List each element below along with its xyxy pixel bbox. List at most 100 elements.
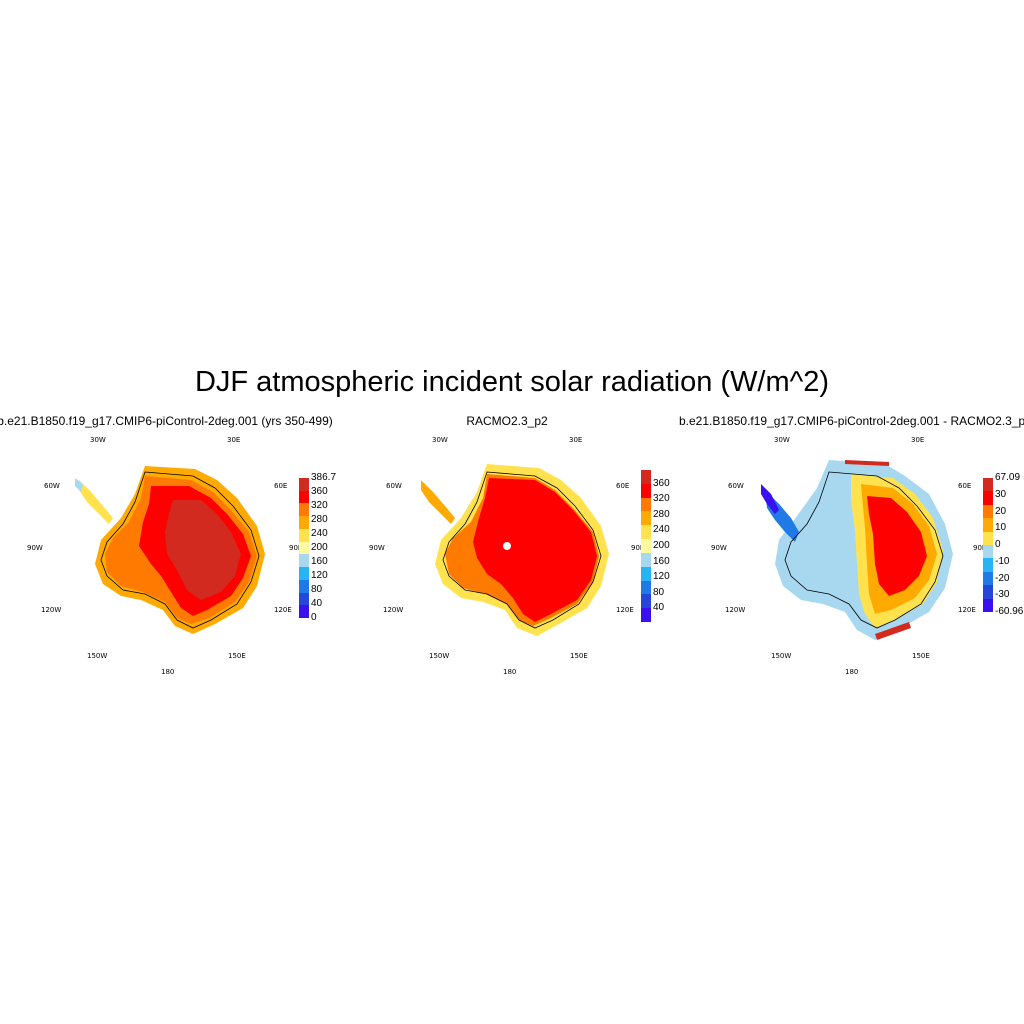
colorbar-segment <box>983 571 993 586</box>
colorbar-label: 320 <box>653 493 670 505</box>
lon-label-150w: 150W <box>429 652 450 660</box>
lon-label-90w: 90W <box>369 544 385 552</box>
panel-title: b.e21.B1850.f19_g17.CMIP6-piControl-2deg… <box>679 414 1024 428</box>
colorbar-label: 320 <box>311 500 328 511</box>
colorbar-label: 80 <box>653 586 665 598</box>
colorbar-segment <box>299 567 309 581</box>
colorbar-label: -10 <box>995 555 1010 567</box>
colorbar <box>641 470 651 623</box>
lon-label-150e: 150E <box>912 652 930 660</box>
colorbar-label: -60.96 <box>995 606 1024 617</box>
lon-label-90e: 90E <box>631 544 645 552</box>
antarctica-map <box>421 464 609 636</box>
lon-label-150w: 150W <box>87 652 108 660</box>
lon-label-120w: 120W <box>725 606 746 614</box>
edge-red-lower <box>875 622 911 640</box>
lon-label-30e: 30E <box>227 436 241 444</box>
lon-label-60w: 60W <box>386 482 402 490</box>
colorbar-segment <box>641 594 651 609</box>
colorbar-label: 0 <box>311 612 317 623</box>
lon-label-30e: 30E <box>569 436 583 444</box>
colorbar-segment <box>299 605 309 619</box>
lon-label-120e: 120E <box>274 606 292 614</box>
colorbar-segment <box>641 525 651 540</box>
colorbar-label: 160 <box>653 555 670 567</box>
colorbar-label: 160 <box>311 556 328 567</box>
lon-label-120w: 120W <box>383 606 404 614</box>
colorbar-label: 67.09 <box>995 472 1021 483</box>
colorbar-segment <box>983 585 993 600</box>
inner-region <box>473 478 597 622</box>
colorbar-label: 40 <box>311 598 323 609</box>
lon-label-60e: 60E <box>616 482 630 490</box>
panel-difference: b.e21.B1850.f19_g17.CMIP6-piControl-2deg… <box>679 414 1024 684</box>
figure-title: DJF atmospheric incident solar radiation… <box>194 366 830 398</box>
peninsula-tip <box>75 478 83 492</box>
antarctica-map <box>75 466 265 634</box>
lon-label-60w: 60W <box>44 482 60 490</box>
colorbar-segment <box>641 566 651 582</box>
lon-label-180: 180 <box>161 668 175 676</box>
colorbar-segment <box>983 598 993 613</box>
colorbar-segment <box>641 539 651 554</box>
colorbar-label: 240 <box>653 524 670 536</box>
colorbar-label: 200 <box>653 540 670 551</box>
lon-label-150e: 150E <box>570 652 588 660</box>
colorbar-label: 10 <box>995 522 1007 534</box>
lon-label-180: 180 <box>503 668 517 676</box>
coastline <box>784 471 944 629</box>
coastline <box>442 471 602 629</box>
colorbar-segment <box>641 608 651 623</box>
colorbar-label: 360 <box>653 477 670 489</box>
negative-peninsula <box>761 484 779 514</box>
panel-model: b.e21.B1850.f19_g17.CMIP6-piControl-2deg… <box>0 414 336 684</box>
colorbar-segment <box>641 483 651 499</box>
colorbar-label: 360 <box>311 486 328 497</box>
colorbar-segment <box>983 504 993 519</box>
colorbar-label: 120 <box>653 571 670 583</box>
lon-label-30w: 30W <box>774 436 790 444</box>
panel-racmo: RACMO2.3_p2 30W 30E 60W 60E 90W 90E 120W… <box>337 414 677 684</box>
colorbar-label: 280 <box>311 514 328 525</box>
colorbar-segment <box>299 554 309 568</box>
colorbar-label: 200 <box>311 542 328 553</box>
lon-label-60w: 60W <box>728 482 744 490</box>
lon-label-90e: 90E <box>289 544 303 552</box>
lon-label-180: 180 <box>845 668 859 676</box>
lon-label-150w: 150W <box>771 652 792 660</box>
colorbar-label: 120 <box>311 570 328 581</box>
colorbar-segment <box>983 531 993 546</box>
lon-label-120w: 120W <box>41 606 62 614</box>
colorbar-segment <box>299 592 309 606</box>
colorbar-segment <box>299 528 309 543</box>
colorbar-label: 20 <box>995 505 1007 517</box>
lon-label-30w: 30W <box>90 436 106 444</box>
colorbar-segment <box>983 491 993 506</box>
lon-label-90e: 90E <box>973 544 987 552</box>
colorbar-segment <box>299 579 309 594</box>
colorbar-label: 240 <box>311 528 328 539</box>
coastline <box>100 471 260 629</box>
lon-label-120e: 120E <box>616 606 634 614</box>
colorbar-segment <box>983 478 993 492</box>
colorbar-segment <box>299 503 309 517</box>
colorbar-segment <box>983 545 993 559</box>
colorbar-segment <box>983 518 993 533</box>
lon-label-30e: 30E <box>911 436 925 444</box>
lon-label-90w: 90W <box>27 544 43 552</box>
panel-title: b.e21.B1850.f19_g17.CMIP6-piControl-2deg… <box>0 414 333 428</box>
lon-label-120e: 120E <box>958 606 976 614</box>
colorbar-segment <box>641 470 651 485</box>
panel-title: RACMO2.3_p2 <box>466 414 548 428</box>
colorbar-segment <box>641 552 651 568</box>
colorbar-segment <box>641 580 651 595</box>
colorbar-segment <box>641 497 651 512</box>
edge-red <box>845 460 889 466</box>
colorbar-segment <box>299 490 309 504</box>
colorbar-label: 0 <box>995 539 1001 550</box>
lon-label-90w: 90W <box>711 544 727 552</box>
colorbar-segment <box>641 511 651 526</box>
core-region <box>165 500 241 600</box>
colorbar <box>299 478 309 619</box>
colorbar <box>983 478 993 613</box>
